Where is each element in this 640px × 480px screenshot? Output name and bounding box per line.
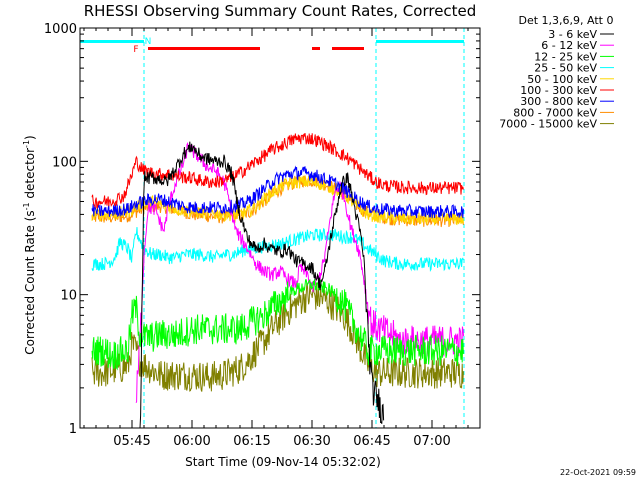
chart-title: RHESSI Observing Summary Count Rates, Co…	[84, 2, 477, 20]
x-tick-label: 06:45	[353, 434, 390, 449]
x-tick-label: 07:00	[413, 434, 450, 449]
series-line-5	[91, 132, 464, 209]
flag-bar-1	[312, 47, 320, 50]
y-tick-label: 10	[60, 289, 77, 304]
x-tick-label: 06:15	[233, 434, 270, 449]
flag-label-1: N	[145, 37, 152, 47]
x-tick-label: 05:45	[113, 434, 150, 449]
y-tick-label: 1	[69, 422, 77, 437]
attenuator-bar-1	[376, 40, 464, 43]
x-tick-label: 06:00	[173, 434, 210, 449]
attenuator-bar-0	[80, 40, 144, 43]
legend-label: 300 - 800 keV	[520, 95, 597, 108]
y-axis-label-mid: detector	[23, 148, 37, 203]
series-line-8	[91, 282, 464, 392]
plot-area: FN	[80, 28, 465, 428]
legend-label: 100 - 300 keV	[520, 84, 597, 97]
legend-label: 25 - 50 keV	[534, 62, 597, 75]
series-line-6	[91, 165, 464, 219]
legend-label: 12 - 25 keV	[534, 50, 597, 63]
y-tick-label: 100	[52, 155, 77, 170]
legend-header: Det 1,3,6,9, Att 0	[519, 14, 614, 27]
y-axis-label-sup1: -1	[22, 202, 31, 210]
series-line-2	[91, 278, 464, 371]
plot-frame	[79, 27, 481, 429]
y-axis-label-sup2: -1	[22, 140, 31, 148]
legend-label: 3 - 6 keV	[548, 28, 597, 41]
legend-label: 50 - 100 keV	[527, 73, 597, 86]
x-tick-label: 06:30	[293, 434, 330, 449]
y-axis-label-end: )	[23, 135, 37, 140]
series-line-0	[139, 141, 385, 428]
y-axis-label: Corrected Count Rate (s-1 detector-1)	[22, 135, 37, 354]
legend-label: 7000 - 15000 keV	[499, 118, 597, 131]
svg-text:Corrected Count Rate (s-1 dete: Corrected Count Rate (s-1 detector-1)	[22, 135, 37, 354]
y-tick-label: 1000	[44, 22, 77, 37]
y-axis-label-main: Corrected Count Rate (s	[23, 210, 37, 354]
legend-label: 800 - 7000 keV	[513, 106, 597, 119]
axes: 1 10 100 1000 05:45 06:00 06:15 06:30 06:45 07:00	[44, 22, 481, 449]
flag-label-0: F	[133, 45, 138, 55]
flag-bar-0	[148, 47, 260, 50]
footer-timestamp: 22-Oct-2021 09:59	[560, 468, 636, 477]
legend-label: 6 - 12 keV	[541, 39, 597, 52]
x-axis-label: Start Time (09-Nov-14 05:32:02)	[185, 455, 381, 469]
flag-bar-2	[332, 47, 364, 50]
